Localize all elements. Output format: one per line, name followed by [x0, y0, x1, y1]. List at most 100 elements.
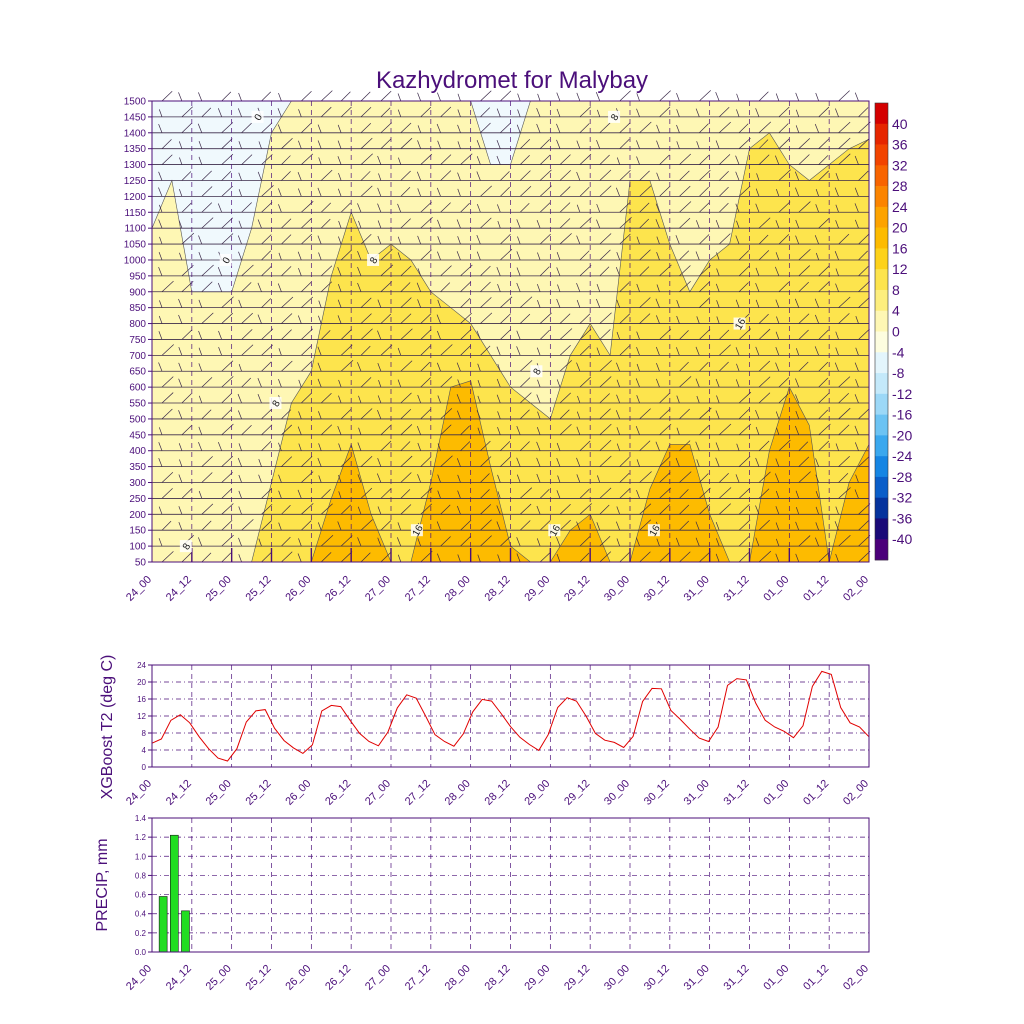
wind-barb	[221, 552, 232, 563]
wind-barb	[556, 252, 561, 261]
wind-barb	[695, 378, 700, 388]
wind-barb	[437, 474, 441, 483]
wind-barb	[281, 296, 294, 308]
wind-barb	[380, 90, 392, 102]
wind-barb	[778, 377, 790, 388]
wind-barb	[420, 106, 432, 118]
wind-barb	[715, 410, 720, 420]
wind-barb	[397, 203, 402, 213]
wind-barb	[699, 202, 710, 213]
wind-barb	[854, 155, 859, 165]
wind-barb	[636, 283, 640, 292]
wind-barb	[715, 442, 720, 451]
wind-barb	[696, 459, 700, 467]
wind-barb	[516, 267, 521, 276]
wind-barb	[500, 329, 512, 340]
colorbar-label: -4	[892, 344, 905, 360]
wind-barb	[599, 185, 612, 197]
wind-barb	[420, 201, 432, 213]
colorbar-swatch	[875, 414, 888, 436]
wind-barb	[178, 314, 183, 324]
wind-barb	[778, 281, 790, 293]
wind-barb	[718, 344, 731, 356]
wind-barb	[400, 187, 411, 197]
x-tick-label: 30_12	[642, 574, 672, 604]
wind-barb	[278, 204, 282, 213]
wind-barb	[318, 157, 322, 165]
wind-barb	[679, 440, 691, 451]
y-tick-label: 1.4	[135, 814, 147, 823]
wind-barb	[818, 217, 830, 229]
wind-barb	[579, 265, 592, 277]
wind-barb	[838, 534, 851, 547]
t2-grid	[152, 665, 869, 767]
wind-barb	[736, 93, 740, 102]
wind-barb	[201, 472, 213, 483]
colorbar-label: 8	[892, 282, 900, 298]
wind-barb	[181, 171, 192, 181]
wind-barb	[340, 409, 352, 420]
wind-barb	[340, 202, 351, 213]
wind-barb	[695, 108, 700, 118]
wind-barb	[201, 456, 213, 467]
wind-barb	[579, 345, 590, 356]
wind-barb	[456, 458, 461, 467]
x-tick-label: 28_12	[483, 963, 513, 993]
wind-barb	[298, 140, 302, 149]
wind-barb	[778, 169, 791, 181]
wind-barb	[556, 457, 561, 467]
wind-barb	[377, 506, 382, 515]
wind-barb	[659, 423, 672, 436]
wind-barb	[559, 503, 571, 515]
wind-barb	[519, 503, 532, 515]
wind-barb	[460, 519, 472, 531]
wind-barb	[238, 410, 242, 420]
wind-barb	[398, 157, 402, 165]
wind-barb	[715, 553, 720, 563]
wind-barb	[516, 457, 521, 467]
wind-barb	[337, 156, 342, 165]
wind-barb	[278, 442, 282, 451]
wind-barb	[281, 409, 292, 420]
wind-barb	[221, 519, 233, 531]
wind-barb	[337, 124, 342, 133]
wind-barb	[261, 441, 272, 451]
wind-barb	[599, 266, 610, 277]
wind-barb	[858, 121, 871, 134]
wind-barb	[699, 329, 711, 340]
wind-barb	[738, 552, 750, 563]
wind-barb	[656, 378, 660, 388]
y-tick-label: 550	[129, 399, 146, 410]
wind-barb	[758, 313, 769, 324]
wind-barb	[576, 235, 581, 245]
wind-barb	[838, 376, 851, 388]
wind-barb	[736, 443, 740, 451]
wind-barb	[357, 442, 362, 451]
wind-barb	[818, 409, 829, 420]
wind-barb	[579, 186, 590, 197]
y-tick-label: 350	[129, 462, 146, 473]
wind-barb	[838, 407, 851, 420]
wind-barb	[318, 475, 322, 483]
wind-barb	[615, 266, 621, 276]
wind-barb	[257, 219, 262, 229]
wind-barb	[198, 156, 203, 165]
wind-barb	[539, 169, 552, 181]
wind-barb	[738, 265, 750, 277]
wind-barb	[755, 267, 760, 276]
colorbar-swatch	[875, 373, 888, 395]
contour-label-box	[733, 317, 746, 330]
colorbar-label: -20	[892, 427, 912, 443]
x-tick-label: 31_00	[682, 574, 712, 604]
wind-barb	[457, 93, 461, 102]
wind-barb	[159, 300, 163, 308]
wind-barb	[201, 409, 212, 420]
wind-barb	[718, 186, 729, 197]
wind-barb	[198, 537, 203, 547]
wind-barb	[178, 378, 183, 388]
wind-barb	[659, 393, 670, 404]
y-tick-label: 8	[142, 729, 147, 738]
wind-barb	[377, 330, 382, 340]
contour-label-box	[410, 524, 423, 537]
y-tick-label: 1400	[124, 128, 147, 139]
